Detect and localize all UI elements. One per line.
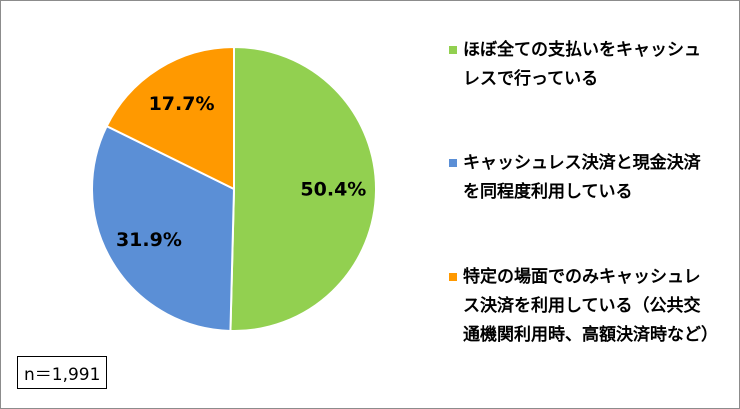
legend-item: キャッシュレス決済と現金決済を同程度利用している: [449, 149, 714, 207]
data-label: 50.4%: [300, 179, 366, 201]
legend-label: 特定の場面でのみキャッシュレス決済を利用している（公共交通機関利用時、高額決済時…: [463, 267, 718, 345]
pie-slice: [105, 45, 235, 191]
legend-marker: [449, 46, 457, 54]
legend-label: ほぼ全ての支払いをキャッシュレスで行っている: [463, 40, 701, 89]
pie-slice: [229, 45, 377, 332]
data-label: 31.9%: [116, 229, 182, 251]
sample-size-note: n＝1,991: [17, 356, 108, 389]
legend-item: ほぼ全ての支払いをキャッシュレスで行っている: [449, 36, 714, 94]
legend-item: 特定の場面でのみキャッシュレス決済を利用している（公共交通機関利用時、高額決済時…: [449, 263, 718, 350]
data-label: 17.7%: [149, 93, 215, 115]
legend-marker: [449, 159, 457, 167]
pie-slice: [91, 124, 236, 332]
legend-marker: [449, 273, 457, 281]
legend-label: キャッシュレス決済と現金決済を同程度利用している: [463, 153, 701, 202]
